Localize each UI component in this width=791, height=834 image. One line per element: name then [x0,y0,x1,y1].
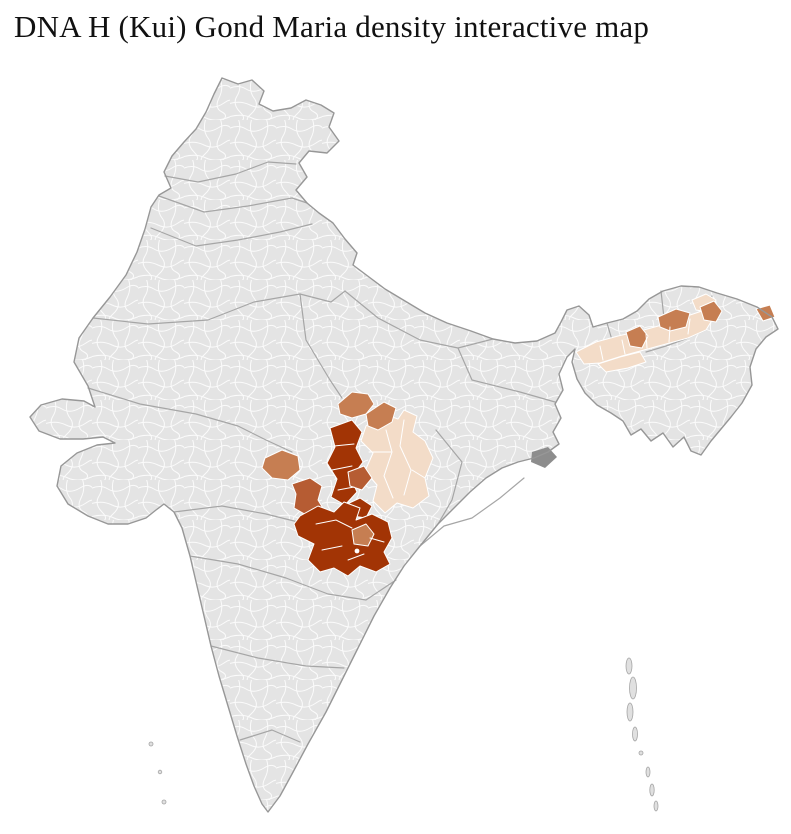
district-low-valley-south[interactable] [597,351,647,373]
district-medium-high-mid[interactable] [347,465,373,491]
district-medium-ne-2[interactable] [657,308,691,332]
district-medium-2[interactable] [365,401,397,431]
district-gap-dot [354,548,360,554]
district-medium-inner[interactable] [351,523,375,547]
page-title: DNA H (Kui) Gond Maria density interacti… [14,9,650,44]
district-medium-west[interactable] [261,449,301,481]
district-high-south[interactable] [293,501,393,577]
northeast-highlight-cluster[interactable] [575,293,776,373]
central-highlight-cluster[interactable] [261,391,434,577]
india-outline [29,77,779,813]
northeast-internal-borders [599,318,691,361]
district-medium-ne-3[interactable] [699,300,723,323]
delta-patch [531,447,557,468]
lakshadweep-islands [148,741,167,805]
andaman-nicobar-islands [625,657,659,812]
district-medium-ne-1[interactable] [625,325,649,349]
central-internal-borders [315,419,426,561]
district-medium-1[interactable] [337,391,375,419]
district-high-strip[interactable] [326,419,364,506]
